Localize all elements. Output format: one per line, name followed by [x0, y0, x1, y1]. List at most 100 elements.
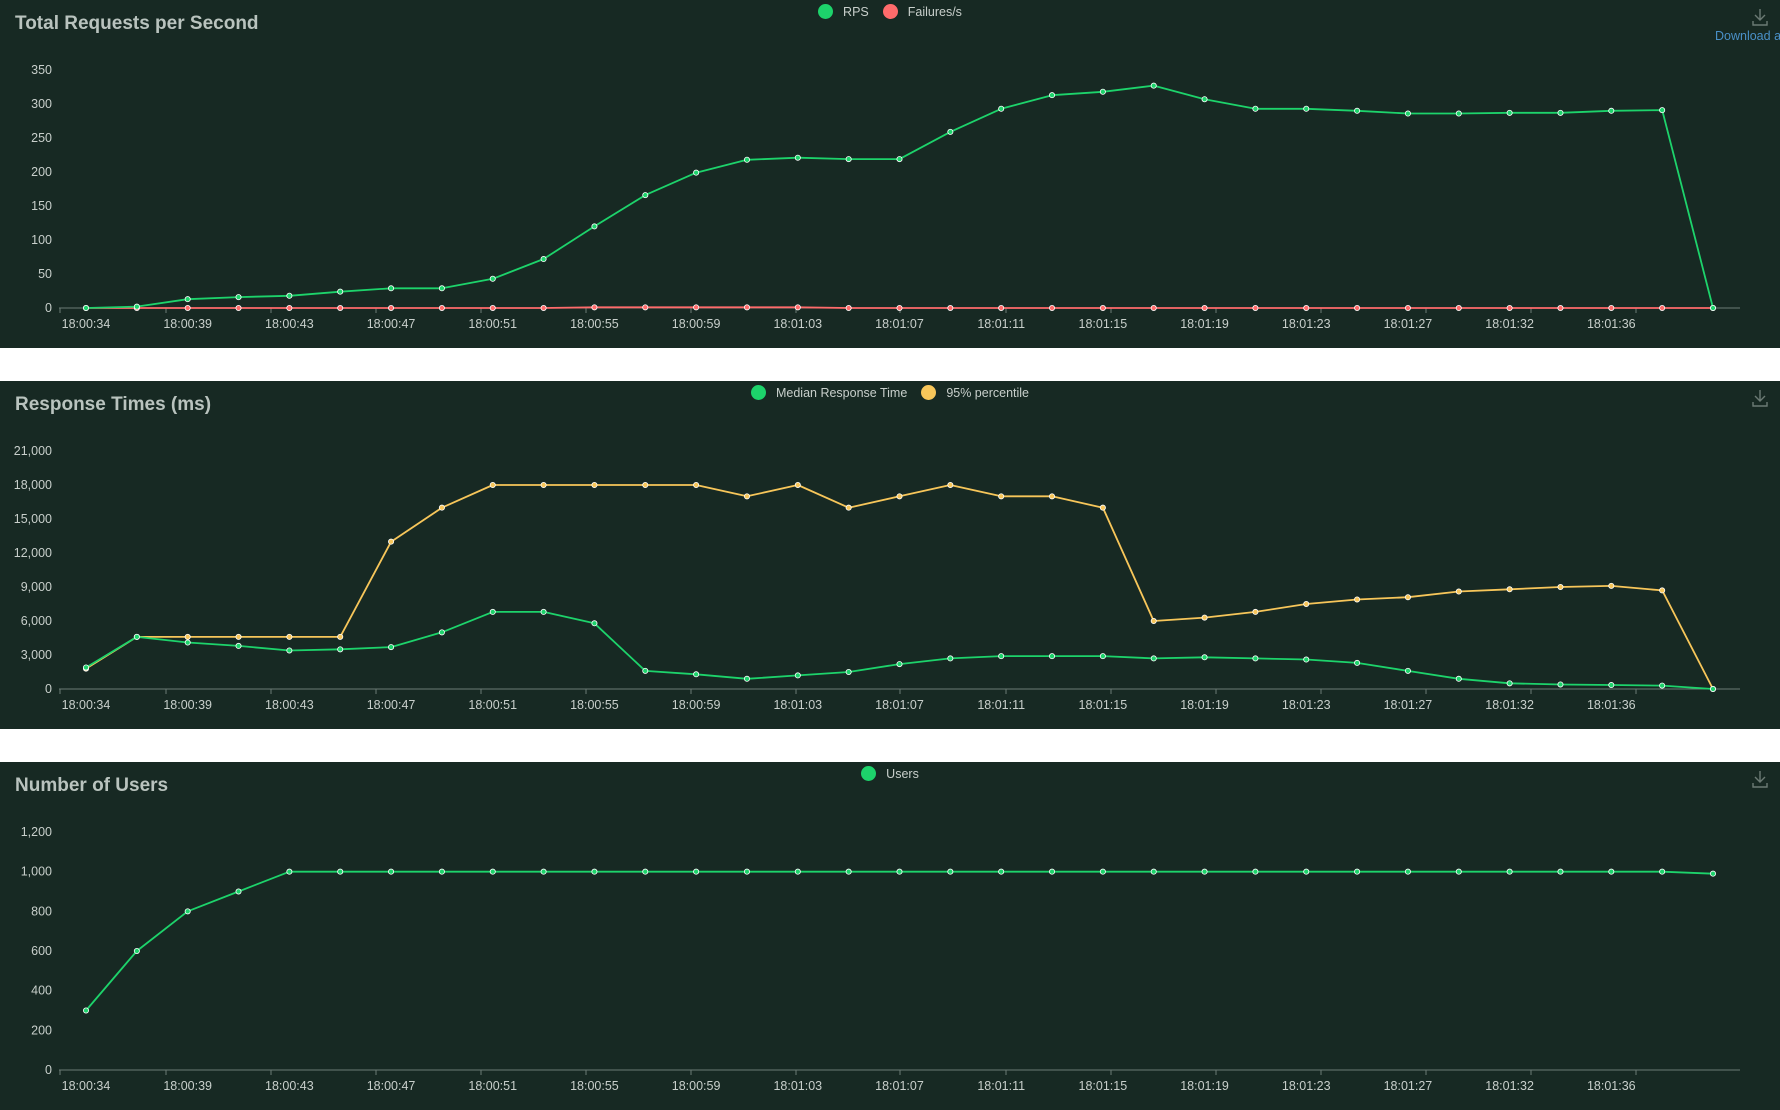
legend-item[interactable]: RPS	[818, 4, 869, 19]
data-point[interactable]	[1455, 675, 1462, 682]
data-point[interactable]	[1659, 868, 1666, 875]
data-point[interactable]	[540, 304, 547, 311]
data-point[interactable]	[794, 304, 801, 311]
data-point[interactable]	[1099, 88, 1106, 95]
data-point[interactable]	[743, 493, 750, 500]
data-point[interactable]	[1049, 493, 1056, 500]
data-point[interactable]	[693, 868, 700, 875]
data-point[interactable]	[1608, 868, 1615, 875]
data-point[interactable]	[642, 304, 649, 311]
data-point[interactable]	[184, 296, 191, 303]
data-point[interactable]	[743, 675, 750, 682]
data-point[interactable]	[1710, 685, 1717, 692]
data-point[interactable]	[540, 256, 547, 263]
data-point[interactable]	[1252, 655, 1259, 662]
data-point[interactable]	[83, 304, 90, 311]
data-point[interactable]	[388, 304, 395, 311]
data-point[interactable]	[235, 642, 242, 649]
data-point[interactable]	[1049, 868, 1056, 875]
data-point[interactable]	[1608, 682, 1615, 689]
data-point[interactable]	[1099, 653, 1106, 660]
data-point[interactable]	[337, 304, 344, 311]
legend-item[interactable]: Failures/s	[882, 4, 962, 19]
data-point[interactable]	[591, 223, 598, 230]
data-point[interactable]	[693, 304, 700, 311]
data-point[interactable]	[184, 633, 191, 640]
data-point[interactable]	[642, 482, 649, 489]
data-point[interactable]	[998, 105, 1005, 112]
data-point[interactable]	[1557, 109, 1564, 116]
data-point[interactable]	[845, 304, 852, 311]
data-point[interactable]	[1049, 653, 1056, 660]
data-point[interactable]	[1557, 868, 1564, 875]
download-icon[interactable]	[1752, 389, 1768, 407]
data-point[interactable]	[83, 664, 90, 671]
data-point[interactable]	[947, 128, 954, 135]
data-point[interactable]	[286, 647, 293, 654]
data-point[interactable]	[1506, 304, 1513, 311]
data-point[interactable]	[1404, 667, 1411, 674]
data-point[interactable]	[1506, 109, 1513, 116]
data-point[interactable]	[489, 482, 496, 489]
data-point[interactable]	[489, 275, 496, 282]
data-point[interactable]	[845, 156, 852, 163]
data-point[interactable]	[1557, 681, 1564, 688]
data-point[interactable]	[642, 667, 649, 674]
data-point[interactable]	[693, 671, 700, 678]
data-point[interactable]	[896, 661, 903, 668]
data-point[interactable]	[1150, 82, 1157, 89]
data-point[interactable]	[1659, 304, 1666, 311]
data-point[interactable]	[1557, 583, 1564, 590]
download-icon[interactable]	[1752, 8, 1768, 26]
data-point[interactable]	[388, 868, 395, 875]
data-point[interactable]	[1455, 588, 1462, 595]
data-point[interactable]	[540, 868, 547, 875]
data-point[interactable]	[845, 668, 852, 675]
data-point[interactable]	[642, 868, 649, 875]
data-point[interactable]	[489, 868, 496, 875]
data-point[interactable]	[947, 304, 954, 311]
data-point[interactable]	[896, 868, 903, 875]
legend-item[interactable]: Users	[861, 766, 919, 781]
data-point[interactable]	[235, 294, 242, 301]
data-point[interactable]	[1099, 304, 1106, 311]
data-point[interactable]	[1404, 304, 1411, 311]
data-point[interactable]	[235, 304, 242, 311]
data-point[interactable]	[1659, 587, 1666, 594]
data-point[interactable]	[693, 169, 700, 176]
data-point[interactable]	[896, 493, 903, 500]
data-point[interactable]	[133, 947, 140, 954]
data-point[interactable]	[1455, 868, 1462, 875]
data-point[interactable]	[438, 868, 445, 875]
data-point[interactable]	[438, 304, 445, 311]
data-point[interactable]	[235, 633, 242, 640]
data-point[interactable]	[1201, 654, 1208, 661]
data-point[interactable]	[1099, 868, 1106, 875]
legend-item[interactable]: Median Response Time	[750, 385, 907, 400]
data-point[interactable]	[998, 304, 1005, 311]
data-point[interactable]	[1252, 304, 1259, 311]
data-point[interactable]	[1201, 868, 1208, 875]
data-point[interactable]	[1252, 105, 1259, 112]
data-point[interactable]	[83, 1007, 90, 1014]
data-point[interactable]	[794, 482, 801, 489]
data-point[interactable]	[1252, 868, 1259, 875]
data-point[interactable]	[184, 908, 191, 915]
data-point[interactable]	[489, 304, 496, 311]
data-point[interactable]	[337, 288, 344, 295]
data-point[interactable]	[591, 868, 598, 875]
data-point[interactable]	[133, 303, 140, 310]
legend-item[interactable]: 95% percentile	[921, 385, 1029, 400]
data-point[interactable]	[540, 482, 547, 489]
data-point[interactable]	[133, 633, 140, 640]
data-point[interactable]	[1049, 92, 1056, 99]
data-point[interactable]	[693, 482, 700, 489]
data-point[interactable]	[591, 620, 598, 627]
data-point[interactable]	[1303, 656, 1310, 663]
data-point[interactable]	[998, 493, 1005, 500]
data-point[interactable]	[438, 285, 445, 292]
data-point[interactable]	[1506, 868, 1513, 875]
data-point[interactable]	[1303, 304, 1310, 311]
data-point[interactable]	[947, 655, 954, 662]
data-point[interactable]	[286, 868, 293, 875]
